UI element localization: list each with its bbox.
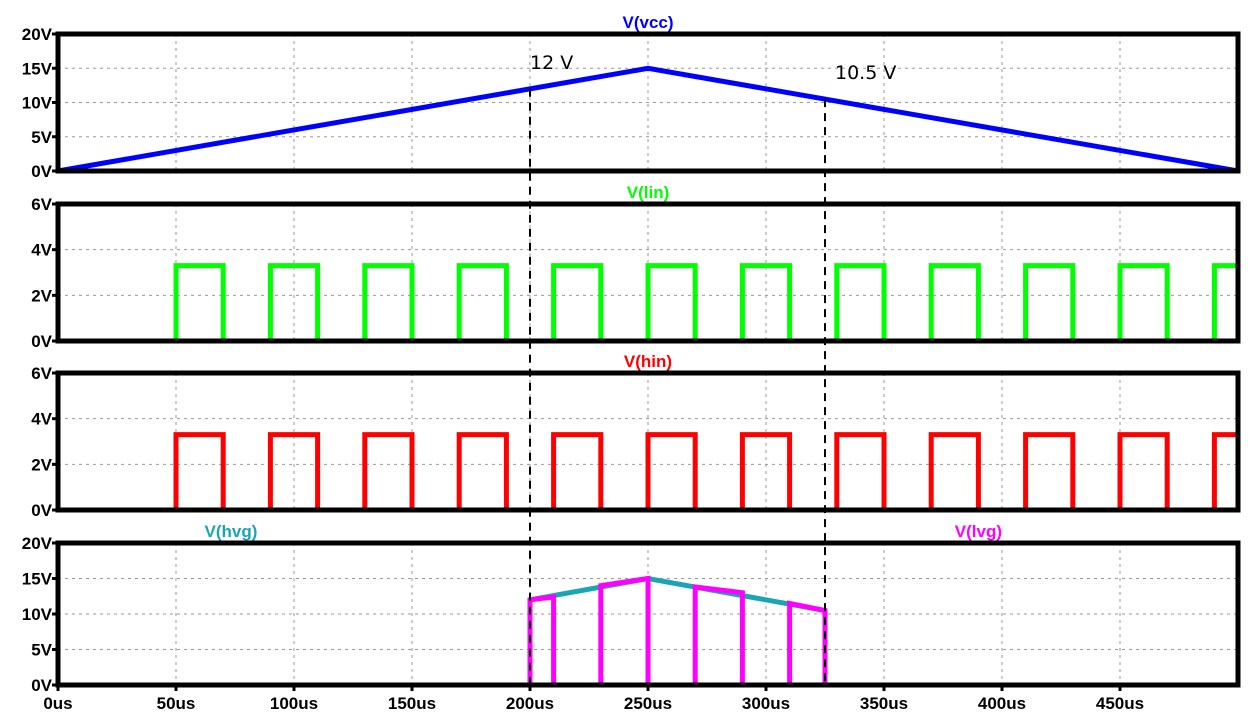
annotation-label: 12 V bbox=[530, 52, 573, 74]
legend-lvg: V(lvg) bbox=[955, 522, 1002, 541]
plot-frame bbox=[55, 201, 1241, 344]
y-tick-label: 6V bbox=[31, 195, 52, 214]
x-tick-label: 250us bbox=[624, 694, 672, 713]
panel-title: V(lin) bbox=[627, 183, 670, 202]
annotation-label: 10.5 V bbox=[835, 62, 896, 84]
y-tick-label: 5V bbox=[31, 128, 52, 147]
y-tick-label: 2V bbox=[31, 455, 52, 474]
y-tick-label: 5V bbox=[31, 641, 52, 660]
y-tick-label: 20V bbox=[22, 534, 53, 553]
y-tick-label: 0V bbox=[31, 676, 52, 695]
x-tick-label: 150us bbox=[388, 694, 436, 713]
series-line-vlin bbox=[58, 263, 1238, 344]
y-tick-label: 6V bbox=[31, 364, 52, 383]
legend-hvg: V(hvg) bbox=[205, 522, 258, 541]
y-tick-label: 0V bbox=[31, 501, 52, 520]
panel-title: V(vcc) bbox=[622, 13, 673, 32]
x-tick-label: 400us bbox=[978, 694, 1026, 713]
y-tick-label: 0V bbox=[31, 332, 52, 351]
y-tick-label: 15V bbox=[22, 59, 53, 78]
series-line-vlvg bbox=[58, 575, 1238, 688]
x-tick-label: 200us bbox=[506, 694, 554, 713]
y-tick-label: 4V bbox=[31, 241, 52, 260]
x-tick-label: 450us bbox=[1096, 694, 1144, 713]
series-line-vhin bbox=[58, 432, 1238, 513]
y-tick-label: 2V bbox=[31, 286, 52, 305]
x-tick-label: 100us bbox=[270, 694, 318, 713]
y-tick-label: 4V bbox=[31, 410, 52, 429]
y-tick-label: 0V bbox=[31, 162, 52, 181]
plot-frame bbox=[55, 370, 1241, 513]
x-tick-label: 50us bbox=[157, 694, 196, 713]
y-tick-label: 10V bbox=[22, 605, 53, 624]
x-tick-label: 0us bbox=[43, 694, 72, 713]
y-tick-label: 15V bbox=[22, 570, 53, 589]
y-tick-label: 20V bbox=[22, 25, 53, 44]
x-tick-label: 350us bbox=[860, 694, 908, 713]
series-line-vvcc bbox=[57, 65, 1239, 174]
panel-title: V(hin) bbox=[624, 352, 672, 371]
y-tick-label: 10V bbox=[22, 94, 53, 113]
x-tick-label: 300us bbox=[742, 694, 790, 713]
